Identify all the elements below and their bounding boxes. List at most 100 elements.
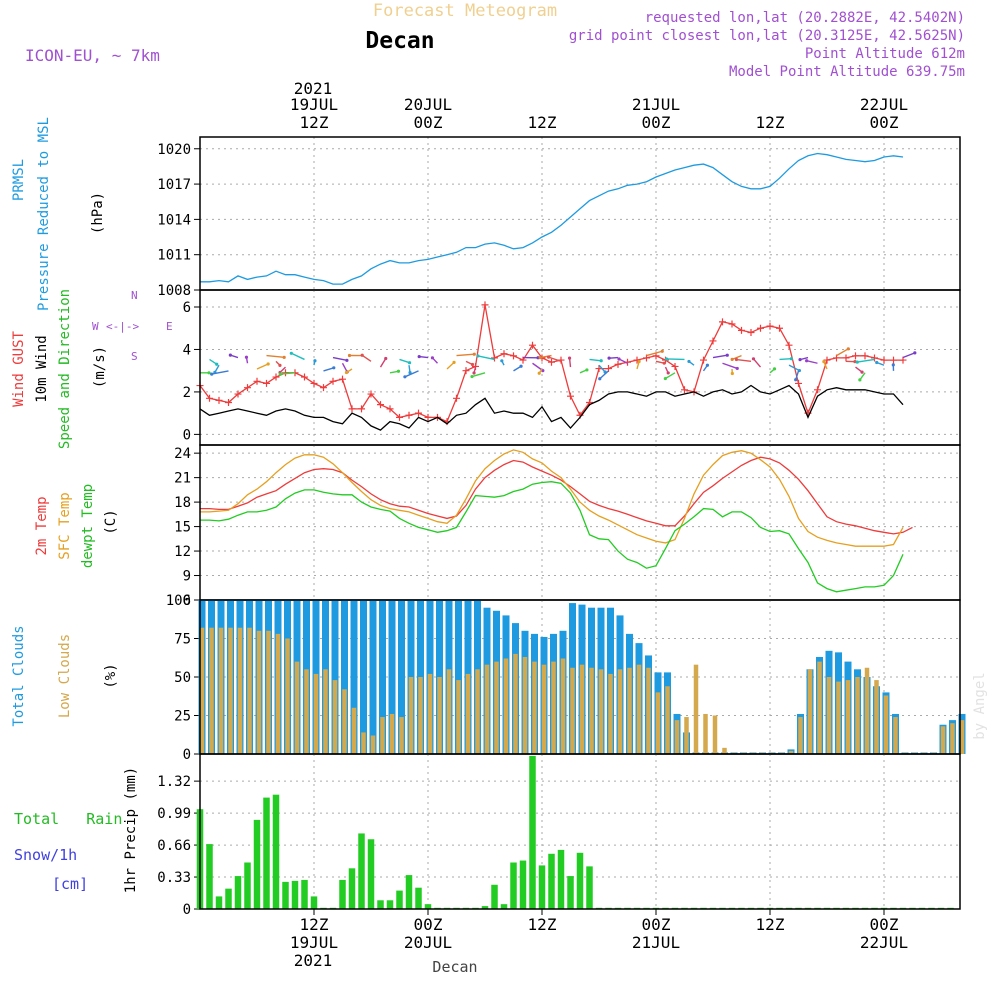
wind-arrow-head — [847, 347, 850, 350]
wind-arrow-head — [858, 378, 861, 381]
top-hour-label: 12Z — [300, 113, 329, 132]
wind-arrow-head — [706, 364, 709, 367]
ytick-label: 1011 — [157, 248, 191, 264]
precip-bar — [339, 880, 346, 909]
precip-ylabel: 1hr Precip (mm) — [123, 767, 139, 893]
gust-marker — [216, 397, 223, 404]
low-cloud-bar — [456, 680, 461, 754]
point-altitude: Point Altitude 612m — [805, 46, 965, 62]
top-date-label: 20JUL — [404, 95, 452, 114]
dewpt-temp-line — [200, 482, 903, 592]
location-title: Decan — [365, 28, 434, 54]
wind-arrow-head — [283, 356, 286, 359]
wind-arrow-head — [519, 365, 522, 368]
wind-dir-label: Speed and Direction — [57, 289, 73, 449]
low-cloud-bar — [694, 665, 699, 754]
wind-direction-arrow — [333, 358, 347, 361]
ytick-label: 0.99 — [157, 806, 191, 822]
wind-arrow-head — [794, 378, 797, 381]
precip-bar — [548, 854, 555, 909]
panel-4: 00.330.660.991.32 — [157, 754, 960, 918]
bottom-hour-label: 12Z — [756, 915, 785, 934]
wind-direction-arrow — [457, 354, 475, 355]
low-cloud-bar — [238, 628, 243, 754]
requested-coords: requested lon,lat (20.2882E, 42.5402N) — [645, 10, 965, 26]
low-cloud-bar — [703, 714, 708, 754]
bottom-hour-label: 00Z — [642, 915, 671, 934]
wind-direction-arrow — [324, 368, 334, 371]
precip-bar — [387, 900, 394, 909]
model-altitude: Model Point Altitude 639.75m — [729, 64, 965, 80]
low-cloud-bar — [941, 726, 946, 754]
gust-marker — [263, 380, 270, 387]
wind-arrow-head — [313, 359, 316, 362]
gust-marker — [415, 410, 422, 417]
low-cloud-bar — [817, 662, 822, 754]
wind-arrow-head — [568, 356, 571, 359]
precip-bar — [273, 795, 280, 909]
gust-marker — [453, 395, 460, 402]
wind-direction-arrow — [857, 359, 874, 362]
wind-arrow-head — [585, 368, 588, 371]
wind-arrow-head — [539, 356, 542, 359]
wind-label: 10m Wind — [34, 335, 50, 402]
model-label: ICON-EU, ~ 7km — [25, 46, 160, 65]
10m-wind-line — [200, 386, 903, 431]
total-cloud-bar — [370, 600, 377, 754]
ytick-label: 24 — [174, 446, 191, 462]
low-cloud-bar — [409, 677, 414, 754]
top-hour-label: 00Z — [642, 113, 671, 132]
wind-arrow-head — [418, 355, 421, 358]
gust-marker — [748, 329, 755, 336]
wind-arrow-head — [452, 361, 455, 364]
wind-direction-arrow — [723, 363, 738, 368]
top-hour-label: 12Z — [528, 113, 557, 132]
low-cloud-bar — [656, 692, 661, 754]
ytick-label: 12 — [174, 544, 191, 560]
wind-arrow-head — [332, 366, 335, 369]
ytick-label: 0.66 — [157, 838, 191, 854]
precip-bar — [206, 844, 213, 909]
gust-marker — [700, 357, 707, 364]
low-cloud-bar — [209, 628, 214, 754]
gust-marker — [615, 361, 622, 368]
gust-marker — [567, 393, 574, 400]
wind-arrow-head — [607, 357, 610, 360]
low-cloud-bar — [390, 714, 395, 754]
precip-bar — [282, 882, 289, 909]
bottom-hour-label: 00Z — [414, 915, 443, 934]
sfc-temp-line — [200, 450, 903, 546]
low-cloud-bar — [371, 736, 376, 754]
wind-arrow-head — [538, 372, 541, 375]
wind-arrow-head — [384, 357, 387, 360]
precip-bar — [558, 850, 565, 909]
gust-marker — [349, 405, 356, 412]
wind-arrow-head — [431, 356, 434, 359]
low-cloud-bar — [618, 669, 623, 754]
gust-marker — [881, 357, 888, 364]
2m-temp-line — [200, 457, 913, 534]
low-cloud-bar — [285, 639, 290, 755]
low-cloud-bar — [532, 662, 537, 754]
wind-arrow-head — [726, 354, 729, 357]
ytick-label: 15 — [174, 520, 191, 536]
low-cloud-bar — [589, 668, 594, 754]
gust-marker — [510, 352, 517, 359]
panel-frame — [200, 290, 960, 445]
bottom-date-label: 21JUL — [632, 933, 680, 952]
wind-direction-arrow — [405, 371, 419, 377]
wind-arrow-head — [822, 360, 825, 363]
snow-label: Snow/1h — [14, 846, 77, 864]
low-cloud-bar — [342, 689, 347, 754]
product-title: Forecast Meteogram — [373, 1, 557, 21]
wind-unit: (m/s) — [92, 346, 108, 388]
gust-marker — [719, 318, 726, 325]
low-cloud-bar — [713, 716, 718, 755]
gust-marker — [843, 354, 850, 361]
low-cloud-bar — [513, 654, 518, 754]
bottom-hour-label: 12Z — [528, 915, 557, 934]
bottom-hour-label: 12Z — [300, 915, 329, 934]
gust-marker — [320, 384, 327, 391]
wind-arrow-head — [736, 367, 739, 370]
